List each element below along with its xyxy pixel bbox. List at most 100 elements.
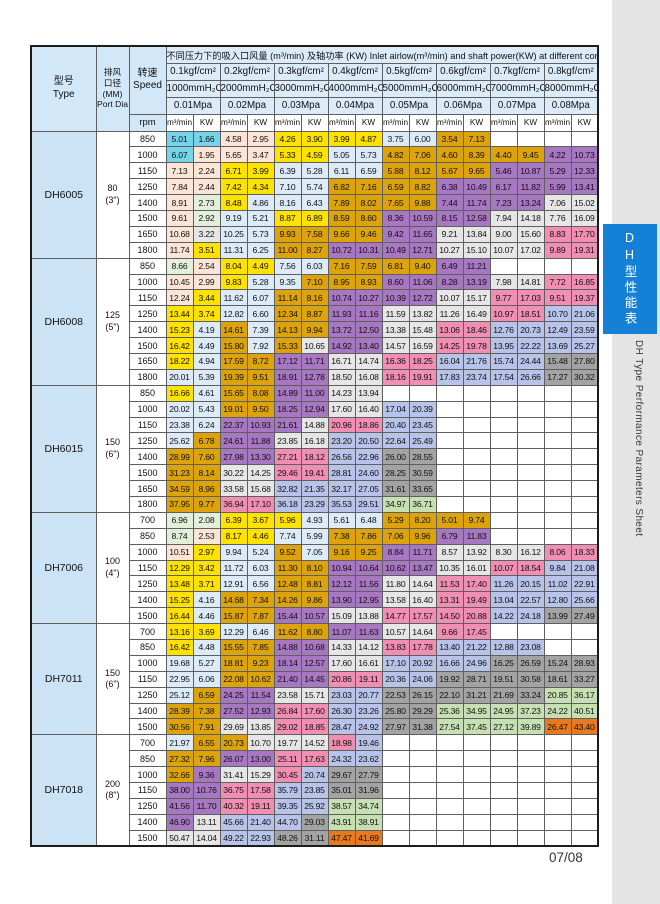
data-cell: 9.35	[273, 273, 302, 291]
data-cell: 16.25	[489, 654, 518, 672]
data-cell	[462, 384, 491, 402]
data-cell	[408, 384, 437, 402]
data-cell	[462, 464, 491, 482]
data-cell: 28.25	[381, 464, 410, 482]
data-cell	[489, 797, 518, 815]
data-cell	[435, 432, 464, 450]
data-cell: 13.47	[408, 559, 437, 577]
data-cell: 26.47	[543, 718, 572, 736]
data-cell: 10.31	[354, 241, 383, 259]
data-cell: 10.27	[435, 241, 464, 259]
data-cell: 19.49	[462, 591, 491, 609]
data-cell: 19.78	[462, 337, 491, 354]
data-cell	[435, 829, 464, 847]
speed-cell: 1000	[128, 273, 167, 291]
data-cell: 7.89	[327, 194, 356, 211]
data-cell: 13.99	[543, 607, 572, 625]
data-cell: 15.87	[219, 607, 248, 625]
data-cell: 7.56	[273, 257, 302, 275]
data-cell: 19.68	[165, 654, 194, 672]
data-cell: 19.11	[246, 797, 275, 815]
data-cell: 9.19	[219, 209, 248, 227]
data-cell: 12.93	[246, 702, 275, 720]
data-cell	[381, 750, 410, 768]
data-cell: 6.79	[435, 527, 464, 545]
data-cell	[435, 495, 464, 513]
data-cell: 10.74	[327, 289, 356, 307]
data-cell: 14.18	[516, 209, 545, 227]
data-cell: 14.22	[489, 607, 518, 625]
data-cell: 13.44	[165, 305, 194, 323]
data-cell: 20.88	[462, 607, 491, 625]
data-cell: 10.64	[354, 559, 383, 577]
data-cell: 20.86	[327, 670, 356, 688]
data-cell: 13.19	[462, 273, 491, 291]
data-cell: 6.07	[165, 146, 194, 164]
data-cell: 5.99	[543, 178, 572, 196]
data-cell: 11.62	[219, 289, 248, 307]
data-cell: 15.02	[570, 194, 599, 211]
data-cell: 28.47	[327, 718, 356, 736]
data-cell: 15.10	[462, 241, 491, 259]
data-cell: 24.22	[543, 702, 572, 720]
data-cell	[381, 813, 410, 831]
data-cell: 21.22	[462, 639, 491, 656]
data-cell: 4.58	[219, 130, 248, 148]
port-dia-cell: 125 (5")	[95, 257, 130, 386]
data-cell: 17.03	[516, 289, 545, 307]
data-cell: 10.76	[192, 782, 221, 799]
data-cell	[516, 464, 545, 482]
data-cell: 7.06	[381, 527, 410, 545]
speed-cell: 1800	[128, 241, 167, 259]
data-cell: 6.60	[246, 305, 275, 323]
data-cell: 39.89	[516, 718, 545, 736]
header-mmh2o: 5000mmH₂O	[381, 79, 437, 98]
data-cell	[516, 750, 545, 768]
data-cell	[462, 782, 491, 799]
data-cell: 7.05	[300, 543, 329, 561]
data-cell: 19.11	[354, 670, 383, 688]
data-cell: 13.58	[381, 591, 410, 609]
data-cell: 4.46	[246, 527, 275, 545]
data-cell: 25.62	[165, 432, 194, 450]
data-cell: 7.96	[192, 750, 221, 768]
data-cell: 24.32	[327, 750, 356, 768]
data-cell	[570, 416, 599, 434]
data-cell: 8.16	[300, 289, 329, 307]
sidebar-tab-zh: DH型性能表	[603, 224, 657, 334]
data-cell	[408, 813, 437, 831]
data-cell: 9.94	[300, 321, 329, 339]
data-cell: 25.80	[381, 702, 410, 720]
data-cell	[570, 448, 599, 466]
data-cell: 2.08	[192, 511, 221, 529]
data-cell: 31.41	[219, 766, 248, 784]
data-cell: 8.74	[165, 527, 194, 545]
data-cell	[516, 782, 545, 799]
data-cell: 9.52	[273, 543, 302, 561]
data-cell: 18.81	[219, 654, 248, 672]
data-cell: 19.41	[300, 464, 329, 482]
data-cell: 16.04	[435, 352, 464, 370]
data-cell: 13.11	[192, 813, 221, 831]
data-cell: 13.69	[543, 337, 572, 354]
data-cell: 21.08	[570, 559, 599, 577]
data-cell	[516, 400, 545, 418]
data-cell: 28.39	[165, 702, 194, 720]
model-name-cell: DH7006	[30, 511, 97, 625]
data-cell	[435, 766, 464, 784]
data-cell: 31.96	[354, 782, 383, 799]
data-cell: 41.56	[165, 797, 194, 815]
speed-cell: 1800	[128, 368, 167, 386]
data-cell: 22.53	[381, 686, 410, 704]
header-unit-flow: m³/min	[327, 113, 356, 132]
data-cell: 25.27	[570, 337, 599, 354]
data-cell	[408, 797, 437, 815]
data-cell: 7.38	[192, 702, 221, 720]
data-cell: 30.22	[219, 464, 248, 482]
data-cell: 22.22	[516, 337, 545, 354]
data-cell: 30.58	[516, 670, 545, 688]
data-cell: 11.74	[462, 194, 491, 211]
data-cell: 31.23	[165, 464, 194, 482]
data-cell	[462, 495, 491, 513]
data-cell	[489, 416, 518, 434]
